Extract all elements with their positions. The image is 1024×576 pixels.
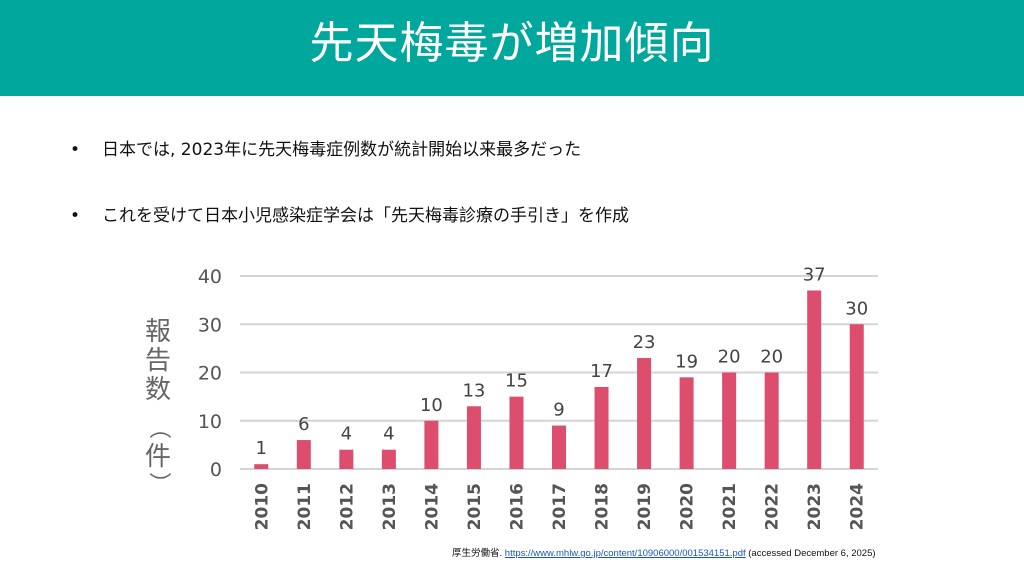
source-link[interactable]: https://www.mhlw.go.jp/content/10906000/… (504, 548, 746, 559)
y-axis-title-char: 数 (144, 375, 171, 405)
bar (849, 324, 864, 469)
source-suffix: (accessed December 6, 2025) (748, 548, 876, 559)
data-label: 9 (553, 400, 564, 421)
data-label: 19 (675, 351, 698, 372)
x-tick-label: 2016 (507, 483, 527, 530)
bar (466, 406, 481, 469)
y-tick-label: 20 (198, 363, 222, 385)
data-label: 23 (633, 332, 656, 353)
bullet-text: 日本では, 2023年に先天梅毒症例数が統計開始以来最多だった (102, 140, 582, 160)
x-tick-label: 2014 (422, 483, 442, 530)
data-label: 17 (590, 361, 613, 382)
bar (722, 372, 737, 469)
bar (339, 449, 354, 469)
x-tick-label: 2010 (252, 483, 272, 530)
bullet-text: これを受けて日本小児感染症学会は「先天梅毒診療の手引き」を作成 (102, 206, 629, 226)
data-label: 15 (505, 371, 528, 392)
bar (637, 358, 652, 469)
source-citation: 厚生労働省. https://www.mhlw.go.jp/content/10… (452, 548, 876, 560)
bar (679, 377, 694, 469)
data-label: 20 (718, 347, 741, 368)
y-tick-label: 10 (198, 411, 222, 433)
x-tick-label: 2024 (848, 483, 868, 530)
x-tick-label: 2018 (593, 483, 613, 530)
x-tick-label: 2020 (678, 483, 698, 530)
source-prefix: 厚生労働省. (452, 548, 503, 559)
bar (594, 386, 609, 469)
data-label: 4 (383, 424, 394, 445)
x-tick-label: 2023 (805, 483, 825, 530)
y-axis-title-char: 報 (144, 317, 171, 347)
y-axis-unit: 件 (144, 442, 171, 472)
bullet-dot: • (70, 206, 81, 226)
data-label: 10 (420, 395, 443, 416)
bullet-item-1: • 日本では, 2023年に先天梅毒症例数が統計開始以来最多だった (70, 138, 581, 162)
bar (764, 372, 779, 469)
y-tick-label: 0 (210, 459, 222, 481)
data-label: 37 (803, 264, 826, 285)
bar (254, 464, 269, 469)
y-axis-title: 報 告 数 （ 件 ） (138, 317, 178, 495)
x-tick-label: 2022 (763, 483, 783, 530)
x-tick-label: 2019 (635, 483, 655, 530)
data-label: 30 (845, 298, 868, 319)
bullet-item-2: • これを受けて日本小児感染症学会は「先天梅毒診療の手引き」を作成 (70, 204, 629, 228)
bar (424, 420, 439, 469)
x-tick-label: 2021 (720, 483, 740, 530)
data-label: 4 (341, 424, 352, 445)
title-bar (0, 0, 1024, 96)
bar (807, 290, 822, 469)
data-label: 13 (462, 380, 485, 401)
slide-title: 先天梅毒が増加傾向 (309, 18, 715, 69)
y-tick-label: 40 (198, 266, 222, 288)
x-tick-label: 2013 (380, 483, 400, 530)
y-tick-label: 30 (198, 314, 222, 336)
data-label: 6 (298, 414, 309, 435)
bar (296, 440, 311, 469)
data-label: 20 (760, 347, 783, 368)
bar (552, 425, 566, 469)
bullet-dot: • (70, 140, 81, 160)
x-tick-label: 2017 (550, 483, 570, 530)
x-tick-label: 2015 (465, 483, 485, 530)
x-tick-label: 2012 (337, 483, 357, 530)
x-tick-label: 2011 (295, 483, 315, 530)
data-label: 1 (256, 438, 267, 459)
bar (509, 396, 524, 469)
y-axis-title-char: 告 (144, 346, 171, 376)
bar (381, 449, 396, 469)
